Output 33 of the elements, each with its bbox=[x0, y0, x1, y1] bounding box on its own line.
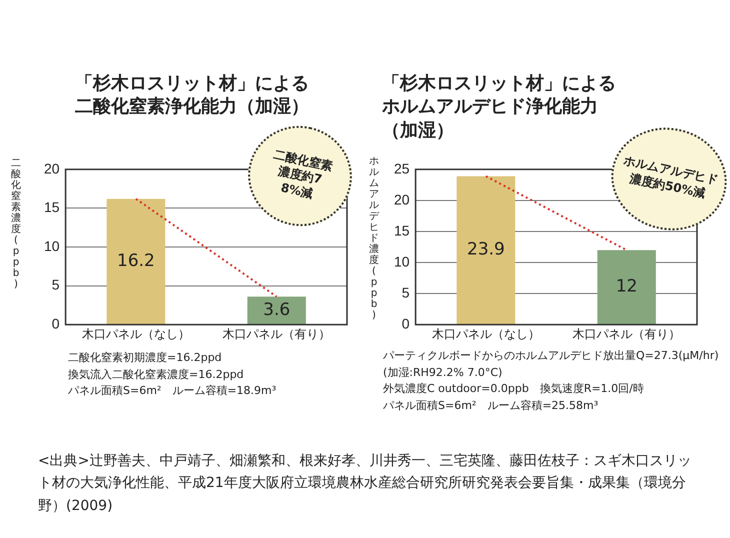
data-label: 23.9 bbox=[467, 240, 505, 260]
annotation: ホルムアルデヒド濃度約50%減 bbox=[621, 154, 720, 203]
y-tick-label: 10 bbox=[44, 238, 60, 254]
chart-title: 「杉木ロスリット材」による二酸化窒素浄化能力（加湿） bbox=[75, 72, 310, 119]
y-tick-label: 0 bbox=[402, 315, 410, 332]
y-tick-label: 20 bbox=[44, 160, 60, 176]
annotation: 二酸化窒素濃度約78%減 bbox=[272, 146, 336, 203]
data-label: 16.2 bbox=[117, 250, 155, 271]
text: ホルムアルデヒド濃度(ppb) bbox=[369, 156, 379, 321]
text: (加湿:RH92.2% 7.0°C) bbox=[383, 364, 504, 380]
x-tick-label: 木口パネル（有り） bbox=[222, 327, 331, 342]
y-tick-label: 0 bbox=[52, 315, 60, 332]
text: 外気濃度C outdoor=0.0ppb 換気速度R=1.0回/時 bbox=[383, 381, 645, 397]
y-tick-label: 20 bbox=[394, 191, 410, 208]
y-tick-label: 15 bbox=[394, 222, 410, 238]
text: 二酸化窒素初期濃度=16.2ppd bbox=[68, 350, 223, 366]
text: <出典>辻野善夫、中戸靖子、畑瀬繁和、根来好孝、川井秀一、三宅英隆、藤田佐枝子：スギ木口スリット材の大気浄化性能、平成21年度大阪府立環境農林水産総合研究所研究発表会要旨集・成果集（環境分野）(2009) bbox=[38, 452, 692, 516]
data-label: 12 bbox=[616, 276, 638, 297]
data-label: 3.6 bbox=[263, 300, 290, 320]
y-tick-label: 10 bbox=[394, 253, 410, 270]
y-tick-label: 5 bbox=[52, 276, 60, 293]
text: パネル面積S=6m² ルーム容積=18.9m³ bbox=[68, 383, 276, 399]
text: パネル面積S=6m² ルーム容積=25.58m³ bbox=[383, 398, 600, 414]
chart-title: 「杉木ロスリット材」によるホルムアルデヒド浄化能力（加湿） bbox=[382, 72, 617, 142]
text: 換気流入二酸化窒素濃度=16.2ppd bbox=[68, 366, 245, 382]
text: パーティクルボードからのホルムアルデヒド放出量Q=27.3(μM/hr) bbox=[383, 348, 719, 364]
x-tick-label: 木口パネル（なし） bbox=[432, 327, 540, 342]
y-tick-label: 15 bbox=[44, 199, 60, 216]
x-tick-label: 木口パネル（なし） bbox=[82, 327, 190, 342]
y-tick-label: 25 bbox=[394, 160, 410, 176]
x-tick-label: 木口パネル（有り） bbox=[572, 327, 681, 342]
text: 二酸化窒素濃度(ppb) bbox=[11, 158, 21, 290]
y-tick-label: 5 bbox=[402, 284, 410, 300]
